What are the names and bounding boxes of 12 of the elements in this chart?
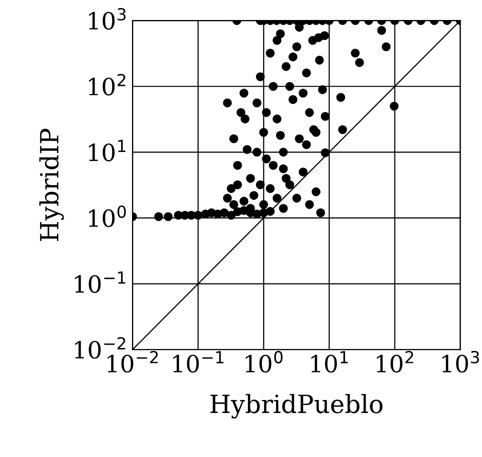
x-tick-label: 10$^{0}$ (246, 350, 283, 373)
y-tick-label: 10$^{2}$ (89, 74, 126, 96)
x-tick-label: 10$^{2}$ (376, 350, 414, 373)
y-tick-label: 10$^{1}$ (89, 140, 126, 162)
y-tick-label: 10$^{3}$ (89, 8, 126, 30)
x-tick-label: 10$^{1}$ (311, 351, 348, 373)
x-axis-title: HybridPueblo (210, 394, 382, 419)
x-tick-label: 10$^{3}$ (442, 350, 479, 373)
y-axis-title: HybridIP (39, 128, 64, 241)
y-tick-label: 10$^{0}$ (89, 205, 126, 228)
y-tick-label: 10$^{−1}$ (75, 272, 126, 293)
x-tick-label: 10$^{−1}$ (173, 351, 224, 373)
